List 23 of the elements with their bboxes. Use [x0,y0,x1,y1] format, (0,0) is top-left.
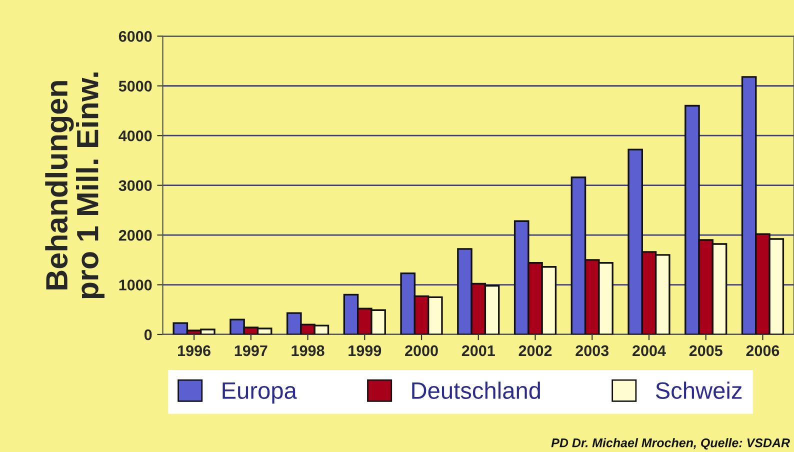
x-tick-label: 2005 [689,345,722,356]
x-tick-label: 2001 [462,345,495,356]
y-tick-label: 6000 [118,31,152,42]
x-tick-label: 1999 [348,345,382,356]
y-tick-label: 3000 [118,180,152,192]
y-tick-label: 4000 [118,130,152,142]
x-tick-label: 2004 [632,345,666,356]
x-tick-label: 1996 [178,345,210,356]
text: PD Dr. Michael Mrochen, Quelle: VSDAR [551,438,790,450]
x-tick-label: 2000 [405,345,438,356]
legend-label: Europa [222,382,297,404]
x-tick-label: 2003 [576,345,609,356]
x-tick-label: 2002 [518,345,552,356]
y-tick-label: 2000 [118,230,152,241]
x-tick-label: 1997 [234,345,268,356]
legend-label: Deutschland [412,382,540,399]
y-tick-label: 5000 [118,80,152,92]
legend-label: Schweiz [656,382,742,399]
y-tick-label: 1000 [119,280,152,290]
y-axis-title: Behandlungen pro 1 Mill. Einw. [45,72,104,298]
x-tick-label: 2006 [746,345,780,356]
y-tick-label: 0 [144,329,152,340]
x-tick-label: 1998 [292,345,324,356]
